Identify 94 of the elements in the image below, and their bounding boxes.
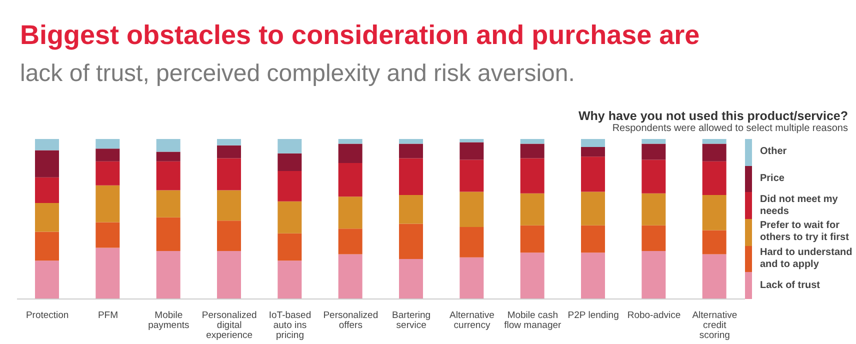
bar bbox=[581, 147, 605, 157]
bar bbox=[96, 185, 120, 222]
x-tick-label: Alternative currency bbox=[450, 310, 494, 331]
x-tick-label: Bartering service bbox=[392, 310, 431, 331]
bar bbox=[35, 177, 59, 203]
bar bbox=[35, 232, 59, 261]
bar bbox=[156, 139, 180, 152]
text: Prefer to wait for others to try it first bbox=[760, 220, 850, 244]
bar bbox=[642, 144, 666, 160]
bar bbox=[581, 252, 605, 299]
bar bbox=[581, 139, 605, 147]
bar bbox=[642, 225, 666, 251]
bar bbox=[702, 230, 726, 254]
bar bbox=[520, 225, 544, 253]
bar bbox=[702, 254, 726, 299]
bar bbox=[460, 227, 484, 258]
x-tick-label: Mobile cash flow manager bbox=[504, 310, 562, 331]
bar bbox=[399, 259, 423, 299]
text: Other bbox=[760, 146, 788, 158]
bar bbox=[520, 193, 544, 226]
bar bbox=[460, 160, 484, 192]
bar bbox=[338, 228, 362, 254]
bar bbox=[156, 152, 180, 162]
bar bbox=[96, 139, 120, 149]
bar bbox=[35, 150, 59, 178]
bar bbox=[217, 139, 241, 146]
bar bbox=[156, 251, 180, 299]
text: Hard to understand and to apply bbox=[760, 246, 854, 271]
x-tick-label: Personalized digital experience bbox=[202, 310, 257, 341]
bar bbox=[278, 201, 302, 234]
x-tick-label: P2P lending bbox=[568, 310, 619, 321]
bar bbox=[642, 193, 666, 226]
bar bbox=[581, 225, 605, 253]
bar bbox=[96, 161, 120, 186]
bar bbox=[460, 142, 484, 160]
bar bbox=[642, 160, 666, 194]
bar bbox=[702, 195, 726, 230]
bar bbox=[35, 139, 59, 150]
x-tick-label: Mobile payments bbox=[148, 310, 190, 331]
bar bbox=[217, 251, 241, 299]
bar bbox=[460, 257, 484, 299]
text: Price bbox=[760, 172, 786, 185]
bar bbox=[338, 163, 362, 197]
bar bbox=[399, 224, 423, 259]
bar bbox=[278, 139, 302, 154]
bar bbox=[217, 190, 241, 221]
bar bbox=[338, 254, 362, 299]
bar bbox=[278, 171, 302, 202]
bar bbox=[35, 203, 59, 232]
bar bbox=[581, 192, 605, 226]
text: Did not meet my needs bbox=[760, 194, 839, 218]
bar bbox=[35, 260, 59, 299]
text: Respondents were allowed to select multiple reasons bbox=[611, 123, 848, 134]
bar bbox=[399, 144, 423, 158]
bar bbox=[338, 139, 362, 144]
bar bbox=[702, 144, 726, 162]
bar bbox=[520, 139, 544, 144]
bar bbox=[642, 139, 666, 144]
bar bbox=[520, 144, 544, 158]
legend-title: Why have you not used this product/service? bbox=[578, 109, 848, 123]
x-tick-label: Protection bbox=[26, 310, 69, 321]
x-tick-label: IoT-based auto ins pricing bbox=[268, 310, 312, 341]
bar bbox=[399, 195, 423, 224]
x-tick-label: Alternative credit scoring bbox=[692, 310, 738, 341]
bar bbox=[460, 192, 484, 227]
bar bbox=[156, 217, 180, 251]
bar bbox=[338, 144, 362, 163]
bar bbox=[96, 248, 120, 299]
bar bbox=[702, 161, 726, 195]
bar bbox=[581, 156, 605, 192]
bar bbox=[217, 220, 241, 251]
bar bbox=[156, 190, 180, 218]
bar bbox=[520, 158, 544, 194]
bar bbox=[278, 260, 302, 299]
chart-subtitle: lack of trust, perceived complexity and risk aversion. bbox=[20, 60, 575, 88]
bar bbox=[460, 139, 484, 142]
bar bbox=[642, 251, 666, 299]
x-tick-label: Personalized offers bbox=[323, 310, 378, 331]
bar bbox=[399, 139, 423, 144]
bar bbox=[156, 161, 180, 190]
x-tick-label: Robo-advice bbox=[627, 310, 681, 321]
bar bbox=[338, 196, 362, 229]
x-tick-label: PFM bbox=[98, 310, 118, 321]
bar bbox=[702, 139, 726, 144]
bar bbox=[96, 148, 120, 162]
bar bbox=[217, 158, 241, 190]
bar bbox=[278, 153, 302, 171]
bar bbox=[96, 222, 120, 248]
chart-title: Biggest obstacles to consideration and purchase are bbox=[20, 20, 700, 51]
bar bbox=[217, 145, 241, 158]
bar bbox=[399, 158, 423, 195]
text: Lack of trust bbox=[760, 280, 822, 292]
bar bbox=[520, 252, 544, 299]
bar bbox=[278, 233, 302, 261]
